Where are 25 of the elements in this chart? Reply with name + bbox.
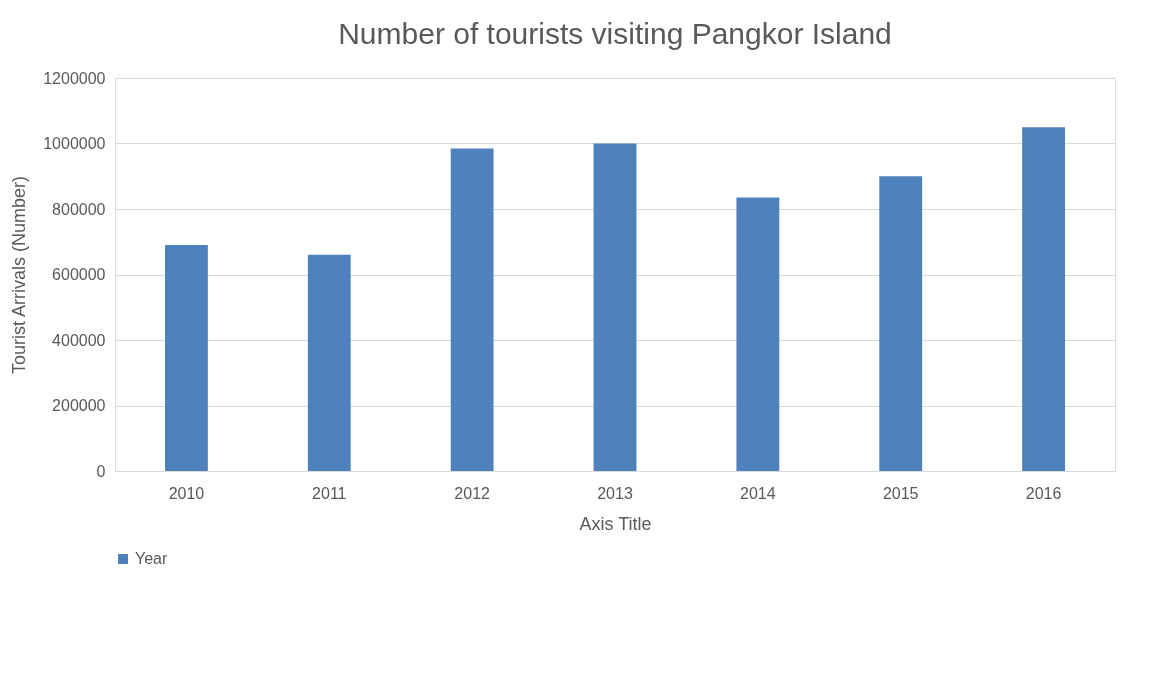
y-axis-title: Tourist Arrivals (Number) [9,175,30,375]
x-tick-label: 2012 [454,484,491,502]
x-tick-label: 2015 [882,484,919,502]
y-tick-label: 200000 [52,397,106,414]
x-tick-label: 2010 [168,484,205,502]
y-tick-label: 800000 [52,200,106,218]
bar [450,148,494,471]
bar [593,143,637,471]
bar [165,245,208,471]
y-tick-label: 600000 [52,266,106,283]
x-axis-title: Axis Title [579,513,652,534]
y-tick-label: 1200000 [43,69,106,87]
x-tick-label: 2011 [312,484,347,502]
chart-title: Number of tourists visiting Pangkor Island [338,17,892,50]
y-tick-label: 0 [96,462,106,480]
bar [879,176,923,471]
legend-label: Year [135,550,168,567]
x-tick-label: 2014 [740,484,776,502]
y-tick-label: 1000000 [43,135,106,152]
bar [1022,127,1065,471]
y-tick-label: 400000 [52,331,106,349]
bar [736,197,780,471]
bar [307,254,351,471]
x-tick-label: 2016 [1025,484,1062,502]
x-tick-label: 2013 [597,484,633,502]
